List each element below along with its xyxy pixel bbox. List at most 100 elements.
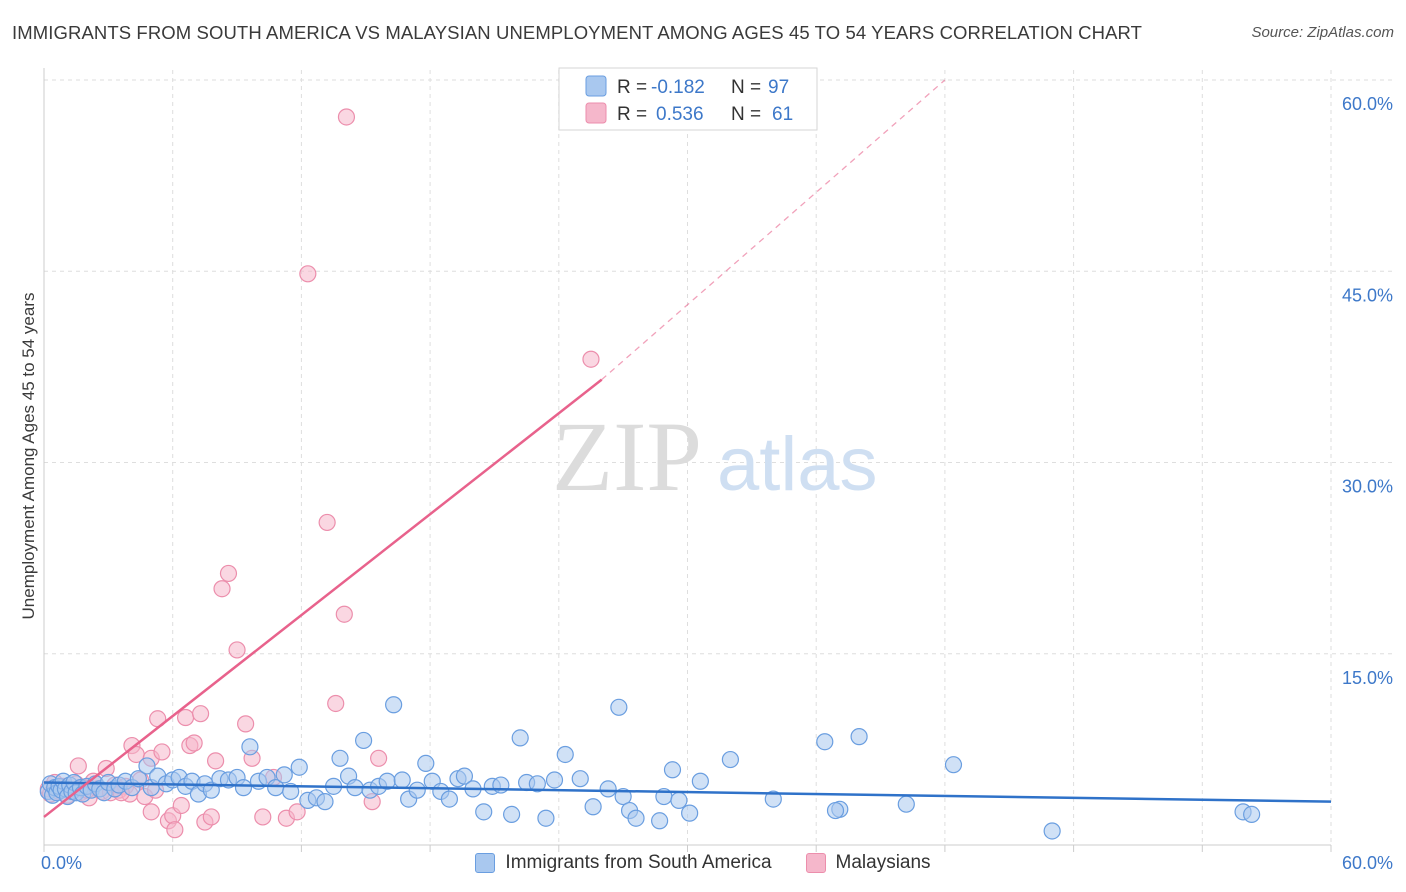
- immigrants-point: [627, 809, 645, 827]
- immigrants-point: [275, 766, 293, 784]
- immigrants-point: [241, 738, 259, 756]
- malaysians-point: [142, 803, 160, 821]
- immigrants-point: [408, 781, 426, 799]
- malaysians-point: [202, 808, 220, 826]
- immigrants-point: [355, 731, 373, 750]
- immigrants-point: [663, 761, 682, 779]
- malaysians-point: [228, 641, 246, 659]
- immigrants-point: [721, 750, 740, 769]
- immigrants-point: [1243, 805, 1261, 824]
- legend-n-value: 61: [772, 104, 793, 125]
- immigrants-point: [651, 812, 669, 830]
- axes: 15.0% 30.0% 45.0% 60.0% 0.0% 60.0%: [41, 68, 1393, 873]
- legend-swatch-immigrants: [475, 853, 496, 873]
- legend-r-label: R =: [617, 104, 647, 125]
- legend-n-label: N =: [731, 77, 761, 98]
- immigrants-trend-line: [43, 781, 1332, 803]
- immigrants-series: [39, 696, 1261, 840]
- malaysians-point: [213, 580, 231, 598]
- watermark: ZIP atlas: [552, 401, 878, 512]
- malaysians-point: [288, 803, 306, 821]
- immigrants-point: [614, 787, 632, 806]
- immigrants-point: [816, 733, 834, 751]
- immigrants-point: [610, 698, 628, 716]
- immigrants-point: [528, 775, 546, 793]
- trend-lines: [43, 79, 1332, 818]
- immigrants-point: [385, 696, 403, 714]
- legend-label-malaysians: Malaysians: [835, 852, 931, 873]
- immigrants-point: [393, 771, 411, 789]
- immigrants-point: [897, 795, 915, 813]
- legend-n-label: N =: [731, 104, 761, 125]
- malaysians-point: [335, 605, 353, 623]
- immigrants-point: [691, 772, 709, 790]
- legend-swatch-pink: [585, 102, 607, 124]
- series-legend: Immigrants from South America Malaysians: [0, 852, 1406, 874]
- watermark-atlas: atlas: [717, 422, 878, 507]
- source-label: Source: ZipAtlas.com: [1251, 24, 1394, 41]
- y-tick-label: 15.0%: [1342, 668, 1393, 688]
- legend-item-malaysians: Malaysians: [805, 852, 931, 874]
- y-tick-label: 60.0%: [1342, 94, 1393, 114]
- immigrants-point: [584, 798, 602, 816]
- immigrants-point: [492, 776, 510, 794]
- x-tick-label: 60.0%: [1342, 853, 1393, 873]
- immigrants-point: [556, 745, 574, 764]
- malaysians-point: [185, 734, 203, 752]
- malaysians-point: [166, 821, 184, 839]
- chart-title: IMMIGRANTS FROM SOUTH AMERICA VS MALAYSI…: [12, 22, 1143, 43]
- y-tick-label: 30.0%: [1342, 477, 1393, 497]
- malaysians-point: [172, 796, 190, 815]
- x-tick-label: 0.0%: [41, 853, 82, 873]
- y-axis-label: Unemployment Among Ages 45 to 54 years: [19, 293, 38, 620]
- immigrants-point: [138, 757, 156, 775]
- immigrants-point: [455, 767, 474, 785]
- malaysians-point: [69, 757, 87, 775]
- immigrants-point: [440, 790, 459, 808]
- immigrants-point: [503, 805, 521, 824]
- malaysians-point: [327, 694, 345, 713]
- immigrants-point: [670, 791, 688, 809]
- immigrants-point: [764, 790, 782, 808]
- y-tick-label: 45.0%: [1342, 285, 1393, 305]
- immigrants-point: [234, 779, 253, 797]
- malaysians-point: [237, 715, 255, 733]
- immigrants-point: [316, 793, 334, 811]
- malaysians-point: [219, 564, 238, 583]
- correlation-legend: R = -0.182 N = 97 R = 0.536 N = 61: [558, 67, 818, 131]
- malaysians-series: [39, 108, 600, 839]
- malaysians-trend-extension: [601, 79, 946, 381]
- malaysians-point: [318, 513, 336, 532]
- legend-n-value: 97: [768, 77, 789, 98]
- immigrants-point: [850, 728, 868, 746]
- malaysians-point: [207, 752, 225, 770]
- immigrants-point: [290, 758, 308, 776]
- immigrants-point: [475, 803, 493, 821]
- malaysians-point: [370, 749, 388, 767]
- malaysians-point: [582, 350, 600, 368]
- malaysians-point: [299, 265, 317, 283]
- gridlines: [44, 70, 1392, 845]
- immigrants-point: [944, 756, 963, 774]
- malaysians-point: [191, 705, 210, 723]
- malaysians-trend-line: [43, 378, 603, 818]
- immigrants-point: [511, 729, 529, 747]
- immigrants-point: [331, 749, 349, 767]
- malaysians-point: [254, 808, 272, 826]
- immigrants-point: [537, 809, 555, 827]
- legend-r-label: R =: [617, 77, 647, 98]
- legend-swatch-malaysians: [805, 853, 826, 873]
- legend-swatch-blue: [585, 75, 607, 97]
- watermark-zip: ZIP: [552, 401, 702, 512]
- immigrants-point: [599, 780, 617, 798]
- immigrants-point: [571, 770, 589, 788]
- malaysians-point: [153, 743, 171, 761]
- legend-r-value: -0.182: [651, 77, 705, 98]
- immigrants-point: [417, 754, 435, 773]
- immigrants-point: [681, 804, 699, 822]
- legend-item-immigrants: Immigrants from South America: [475, 852, 772, 874]
- malaysians-point: [337, 108, 356, 126]
- immigrants-point: [1043, 822, 1061, 840]
- immigrants-point: [826, 801, 845, 820]
